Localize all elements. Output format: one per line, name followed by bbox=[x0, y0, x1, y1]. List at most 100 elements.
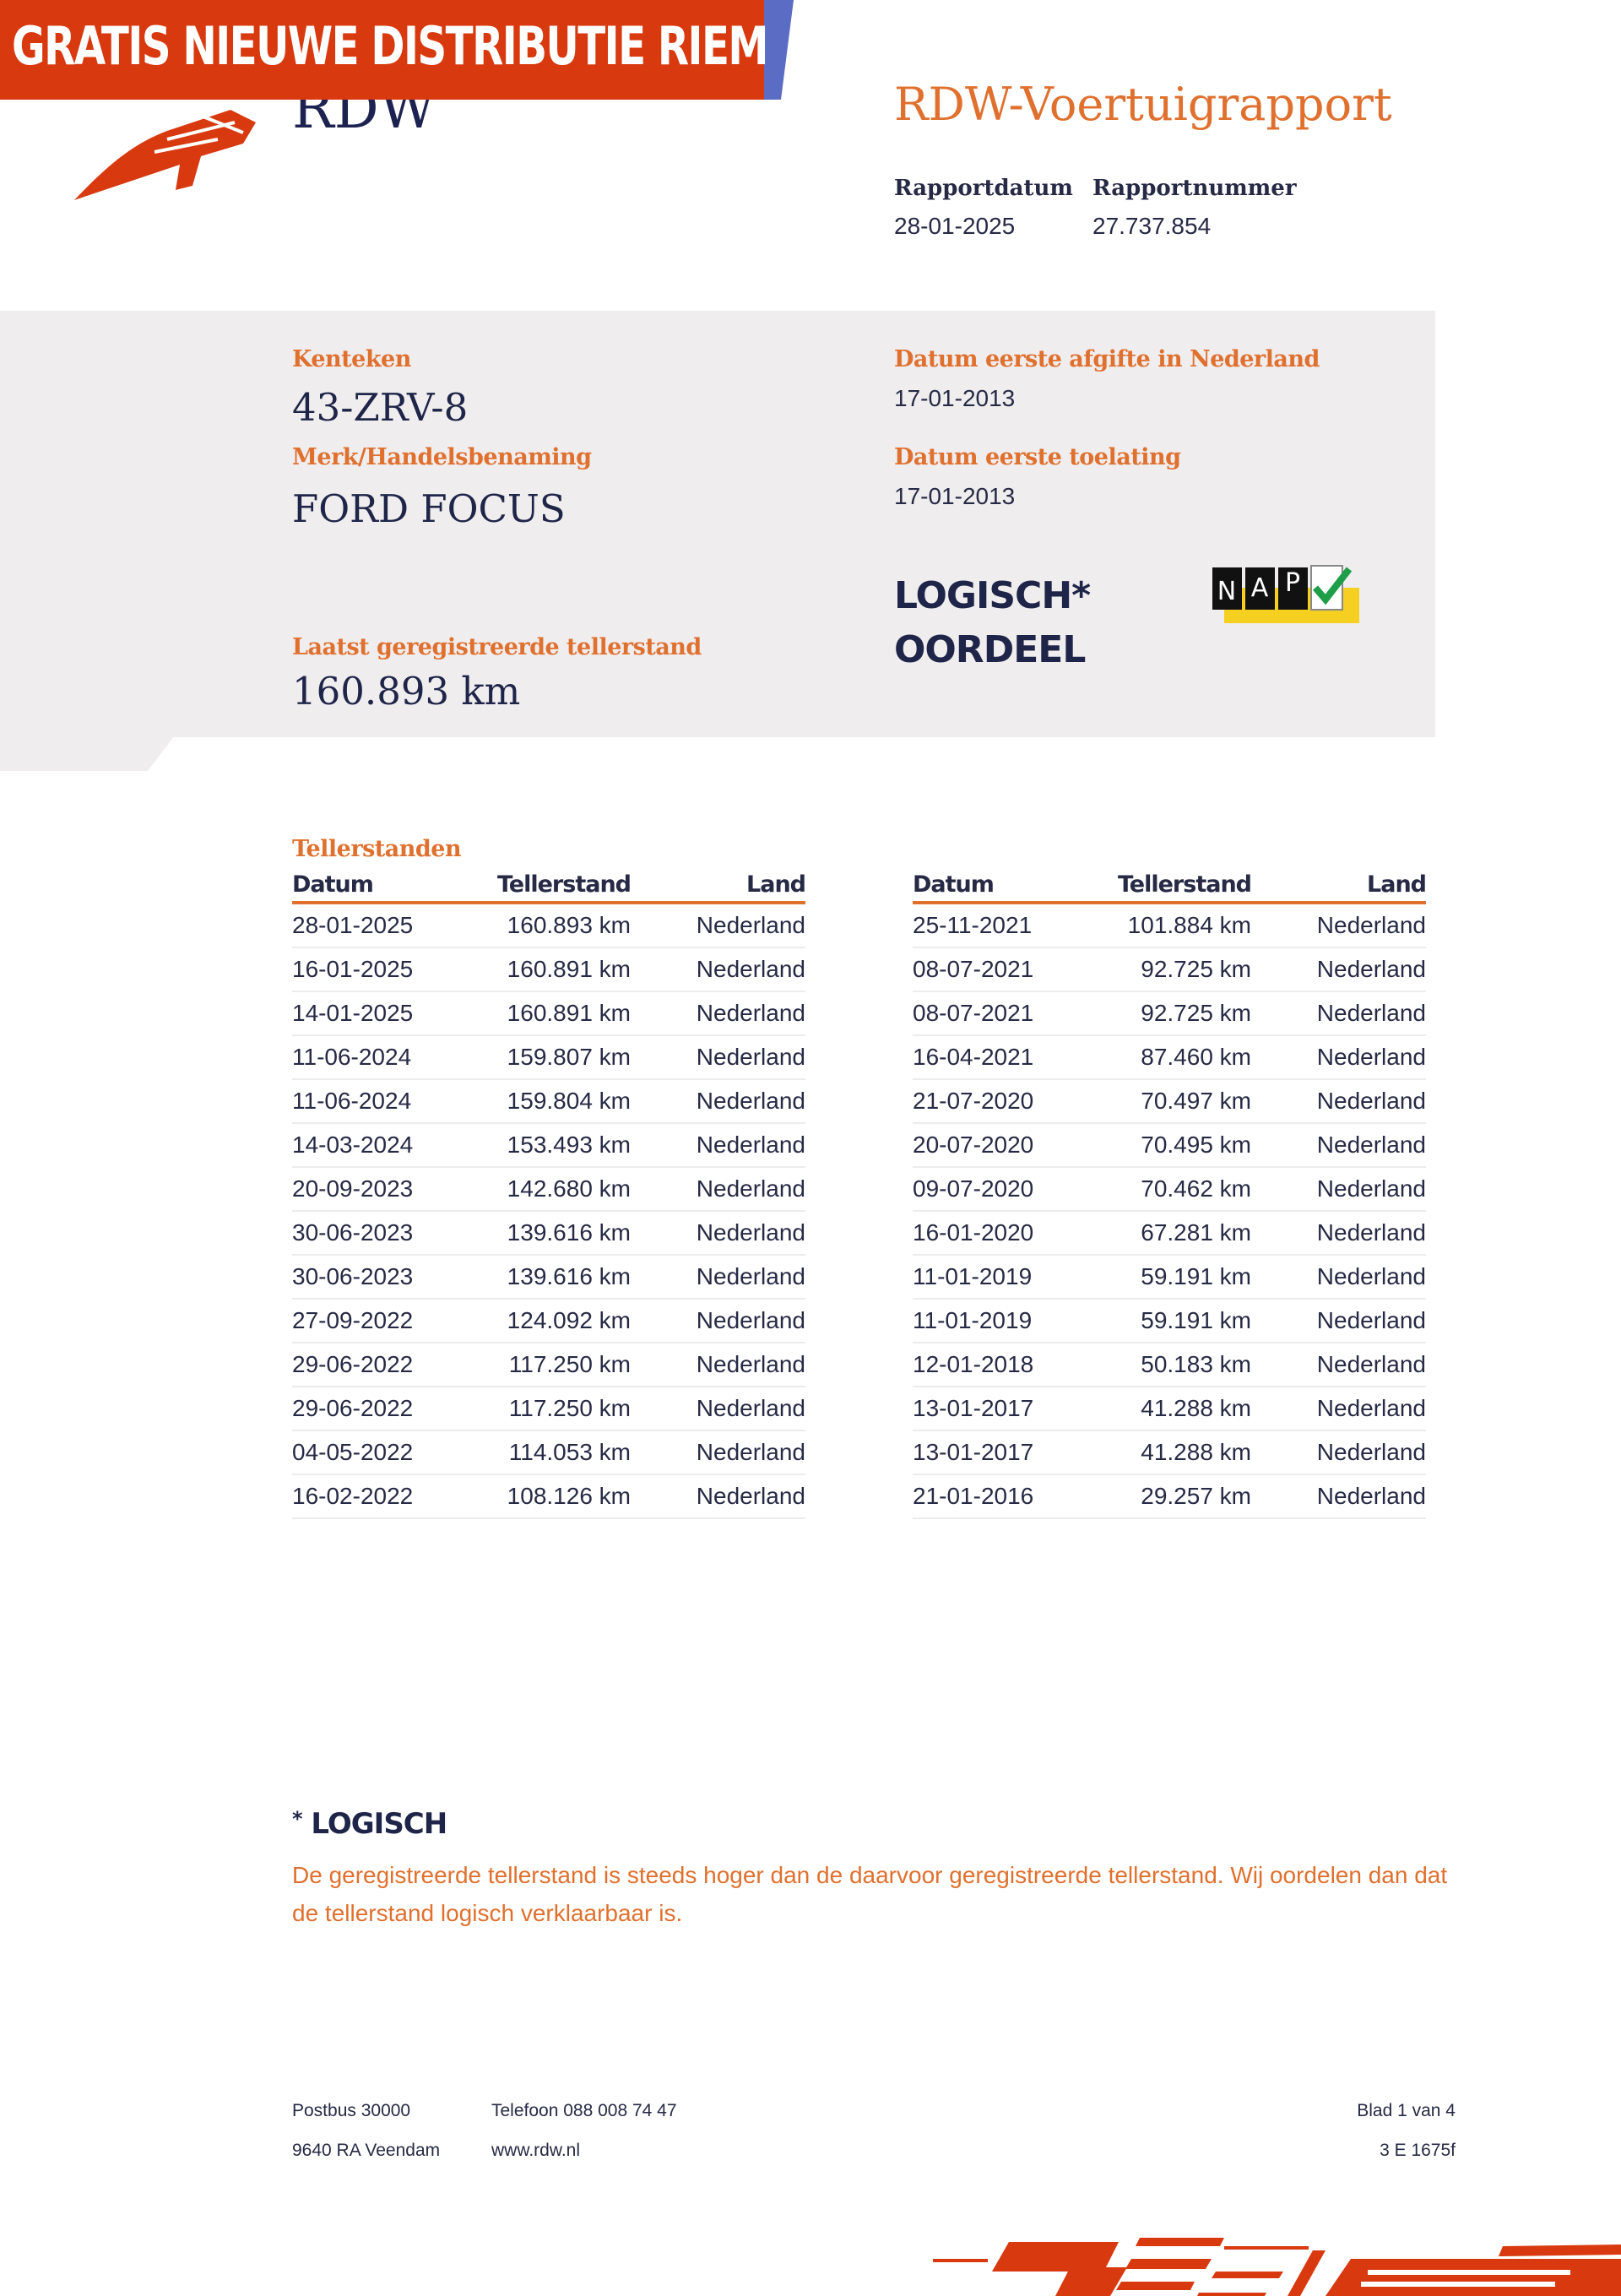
cell-date: 21-01-2016 bbox=[913, 1474, 1070, 1519]
cell-date: 09-07-2020 bbox=[913, 1167, 1070, 1212]
cell-date: 29-06-2022 bbox=[292, 1387, 449, 1431]
cell-country: Nederland bbox=[664, 947, 805, 992]
cell-reading: 87.460 km bbox=[1069, 1035, 1285, 1080]
make-label: Merk/Handelsbenaming bbox=[292, 444, 592, 470]
col-date: Datum bbox=[913, 871, 1070, 904]
col-date: Datum bbox=[292, 871, 449, 904]
cell-country: Nederland bbox=[1285, 947, 1426, 992]
cell-reading: 41.288 km bbox=[1069, 1430, 1285, 1475]
cell-date: 16-01-2025 bbox=[292, 947, 449, 992]
table-row: 09-07-2020 70.462 km Nederland bbox=[913, 1167, 1426, 1212]
nap-letter-p: P bbox=[1285, 568, 1300, 598]
cell-reading: 159.804 km bbox=[448, 1079, 664, 1124]
cell-date: 16-01-2020 bbox=[913, 1211, 1070, 1256]
cell-country: Nederland bbox=[1285, 1035, 1426, 1080]
table-row: 14-03-2024 153.493 km Nederland bbox=[292, 1123, 805, 1168]
table-row: 16-02-2022 108.126 km Nederland bbox=[292, 1474, 805, 1519]
cell-country: Nederland bbox=[1285, 903, 1426, 948]
cell-date: 14-01-2025 bbox=[292, 991, 449, 1036]
table-row: 11-06-2024 159.804 km Nederland bbox=[292, 1079, 805, 1124]
footer-page-number: Blad 1 van 4 bbox=[1357, 2101, 1456, 2120]
report-number: 27.737.854 bbox=[1092, 213, 1212, 239]
cell-date: 11-06-2024 bbox=[292, 1079, 449, 1124]
odometer-table-right: Datum Tellerstand Land 25-11-2021 101.884… bbox=[913, 871, 1427, 1519]
report-number-label: Rapportnummer bbox=[1092, 176, 1297, 201]
cell-country: Nederland bbox=[664, 1167, 805, 1212]
cell-country: Nederland bbox=[664, 1387, 805, 1431]
cell-reading: 70.462 km bbox=[1069, 1167, 1285, 1212]
make-value: FORD FOCUS bbox=[292, 486, 566, 531]
nap-letter-a: A bbox=[1251, 573, 1269, 603]
cell-reading: 50.183 km bbox=[1069, 1343, 1285, 1387]
table-row: 12-01-2018 50.183 km Nederland bbox=[913, 1343, 1426, 1387]
cell-country: Nederland bbox=[1285, 1387, 1426, 1431]
cell-reading: 70.495 km bbox=[1069, 1123, 1285, 1168]
cell-date: 16-04-2021 bbox=[913, 1035, 1070, 1080]
table-row: 13-01-2017 41.288 km Nederland bbox=[913, 1430, 1426, 1475]
table-row: 16-04-2021 87.460 km Nederland bbox=[913, 1035, 1426, 1080]
note-text: De geregistreerde tellerstand is steeds … bbox=[292, 1862, 1448, 1926]
table-row: 16-01-2025 160.891 km Nederland bbox=[292, 947, 805, 992]
table-row: 13-01-2017 41.288 km Nederland bbox=[913, 1387, 1426, 1431]
cell-date: 29-06-2022 bbox=[292, 1343, 449, 1387]
promo-banner bbox=[0, 0, 764, 100]
cell-reading: 117.250 km bbox=[448, 1387, 664, 1431]
cell-date: 20-07-2020 bbox=[913, 1123, 1070, 1168]
first-issue-nl-value: 17-01-2013 bbox=[894, 385, 1016, 411]
cell-date: 11-06-2024 bbox=[292, 1035, 449, 1080]
first-admission-value: 17-01-2013 bbox=[894, 483, 1016, 509]
cell-date: 16-02-2022 bbox=[292, 1474, 449, 1519]
footer-website-link[interactable]: www.rdw.nl bbox=[491, 2141, 581, 2160]
cell-date: 11-01-2019 bbox=[913, 1299, 1070, 1343]
cell-country: Nederland bbox=[664, 1123, 805, 1168]
footer-phone: Telefoon 088 008 74 47 bbox=[491, 2101, 677, 2120]
cell-country: Nederland bbox=[664, 1079, 805, 1124]
footer-code: 3 E 1675f bbox=[1380, 2141, 1456, 2160]
verdict-line-2: OORDEEL bbox=[894, 628, 1086, 671]
table-row: 30-06-2023 139.616 km Nederland bbox=[292, 1211, 805, 1256]
cell-date: 20-09-2023 bbox=[292, 1167, 449, 1212]
cell-country: Nederland bbox=[1285, 1343, 1426, 1387]
cell-reading: 92.725 km bbox=[1069, 947, 1285, 992]
cell-date: 28-01-2025 bbox=[292, 903, 449, 948]
cell-date: 13-01-2017 bbox=[913, 1430, 1070, 1475]
odometer-section-title: Tellerstanden bbox=[292, 836, 462, 862]
cell-country: Nederland bbox=[664, 1035, 805, 1080]
last-odometer-label: Laatst geregistreerde tellerstand bbox=[292, 634, 702, 660]
report-title: RDW-Voertuigrapport bbox=[894, 78, 1392, 131]
cell-reading: 92.725 km bbox=[1069, 991, 1285, 1036]
cell-country: Nederland bbox=[1285, 1255, 1426, 1300]
cell-country: Nederland bbox=[664, 1343, 805, 1387]
nap-logo: N A P bbox=[1212, 565, 1359, 623]
report-date-label: Rapportdatum bbox=[894, 176, 1073, 201]
plate-label: Kenteken bbox=[292, 346, 411, 372]
table-row: 11-01-2019 59.191 km Nederland bbox=[913, 1299, 1426, 1343]
note-title-text: LOGISCH bbox=[311, 1807, 447, 1841]
table-row: 11-01-2019 59.191 km Nederland bbox=[913, 1255, 1426, 1300]
table-row: 08-07-2021 92.725 km Nederland bbox=[913, 991, 1426, 1036]
cell-country: Nederland bbox=[1285, 1167, 1426, 1212]
cell-reading: 101.884 km bbox=[1069, 903, 1285, 948]
cell-reading: 142.680 km bbox=[448, 1167, 664, 1212]
cell-country: Nederland bbox=[664, 1255, 805, 1300]
table-row: 29-06-2022 117.250 km Nederland bbox=[292, 1387, 805, 1431]
cell-reading: 160.891 km bbox=[448, 991, 664, 1036]
cell-reading: 153.493 km bbox=[448, 1123, 664, 1168]
cell-country: Nederland bbox=[664, 1299, 805, 1343]
cell-reading: 160.891 km bbox=[448, 947, 664, 992]
vehicle-summary-panel bbox=[0, 311, 1435, 737]
cell-country: Nederland bbox=[1285, 1123, 1426, 1168]
table-row: 30-06-2023 139.616 km Nederland bbox=[292, 1255, 805, 1300]
col-country: Land bbox=[1285, 871, 1427, 904]
cell-country: Nederland bbox=[1285, 1430, 1426, 1475]
cell-country: Nederland bbox=[1285, 1299, 1426, 1343]
cell-country: Nederland bbox=[1285, 1079, 1426, 1124]
cell-country: Nederland bbox=[1285, 991, 1426, 1036]
table-row: 14-01-2025 160.891 km Nederland bbox=[292, 991, 805, 1036]
cell-reading: 59.191 km bbox=[1069, 1299, 1285, 1343]
first-issue-nl-label: Datum eerste afgifte in Nederland bbox=[894, 346, 1320, 372]
feather-logo-icon bbox=[74, 110, 256, 200]
cell-date: 30-06-2023 bbox=[292, 1255, 449, 1300]
nap-letter-n: N bbox=[1217, 577, 1236, 606]
cell-date: 27-09-2022 bbox=[292, 1299, 449, 1343]
